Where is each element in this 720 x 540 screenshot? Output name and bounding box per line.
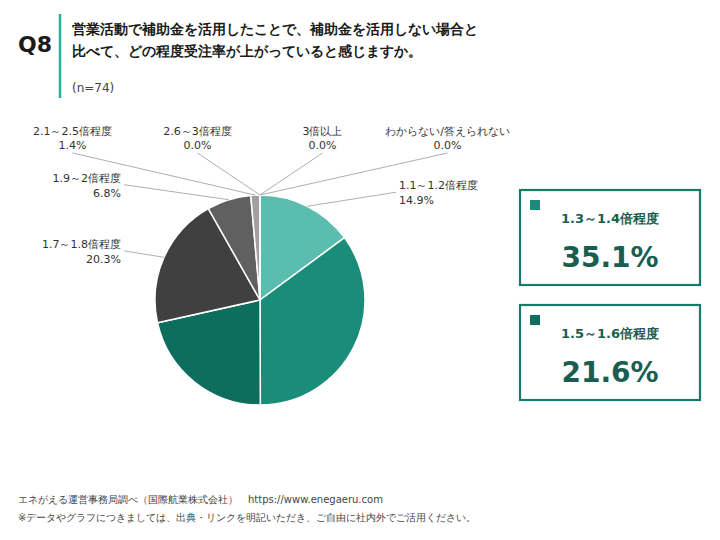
category-label: 1.7～1.8倍程度	[42, 238, 121, 251]
leader-line	[124, 185, 229, 200]
highlight-box-frame	[520, 305, 700, 400]
category-label: わからない/答えられない	[385, 125, 510, 138]
pie-slice	[259, 195, 261, 300]
chart-title: 営業活動で補助金を活用したことで、補助金を活用しない場合と比べて、どの程度受注率…	[72, 21, 478, 59]
question-label: Q8	[18, 32, 52, 57]
title-separator	[59, 14, 62, 98]
highlight-value: 35.1%	[561, 241, 658, 274]
pie-slice	[260, 238, 365, 405]
category-label: 1.9～2倍程度	[53, 172, 122, 185]
category-label: 2.6～3倍程度	[163, 125, 232, 138]
value-label: 0.0%	[434, 139, 462, 152]
value-label: 20.3%	[86, 253, 121, 266]
category-label: 3倍以上	[303, 125, 343, 138]
highlight-box: 1.3～1.4倍程度 35.1%	[520, 190, 700, 285]
highlight-category: 1.5～1.6倍程度	[561, 326, 659, 341]
highlight-value: 21.6%	[561, 356, 658, 389]
value-label: 14.9%	[399, 194, 434, 207]
highlight-box-frame	[520, 190, 700, 285]
pie	[155, 195, 365, 405]
category-label: 2.1～2.5倍程度	[33, 125, 112, 138]
category-label: 1.1～1.2倍程度	[399, 179, 478, 192]
leader-line	[260, 153, 323, 195]
pie-slice	[259, 195, 261, 300]
chart-svg: Q8 営業活動で補助金を活用したことで、補助金を活用しない場合と比べて、どの程度受…	[0, 0, 720, 540]
leader-line	[124, 251, 164, 257]
highlight-category: 1.3～1.4倍程度	[561, 211, 659, 226]
chart-subtitle: (n=74)	[72, 81, 114, 95]
highlight-box: 1.5～1.6倍程度 21.6%	[520, 305, 700, 400]
data-labels: 2.1～2.5倍程度1.4%2.6～3倍程度0.0%3倍以上0.0%わからない/…	[33, 125, 510, 266]
value-label: 0.0%	[309, 139, 337, 152]
footer-note: ※データやグラフにつきましては、出典・リンクを明記いただき、ご自由に社内外でご活…	[18, 512, 476, 523]
pie-slice	[259, 195, 261, 300]
leader-line	[307, 192, 396, 206]
pie-slice	[251, 195, 260, 300]
footer-note: エネがえる運営事務局調べ（国際航業株式会社） https://www.enega…	[18, 494, 383, 505]
leader-line	[198, 153, 260, 195]
highlight-swatch	[530, 315, 540, 325]
highlight-swatch	[530, 200, 540, 210]
value-label: 0.0%	[184, 139, 212, 152]
value-label: 1.4%	[59, 139, 87, 152]
value-label: 6.8%	[93, 187, 121, 200]
pie-slice	[208, 195, 260, 300]
